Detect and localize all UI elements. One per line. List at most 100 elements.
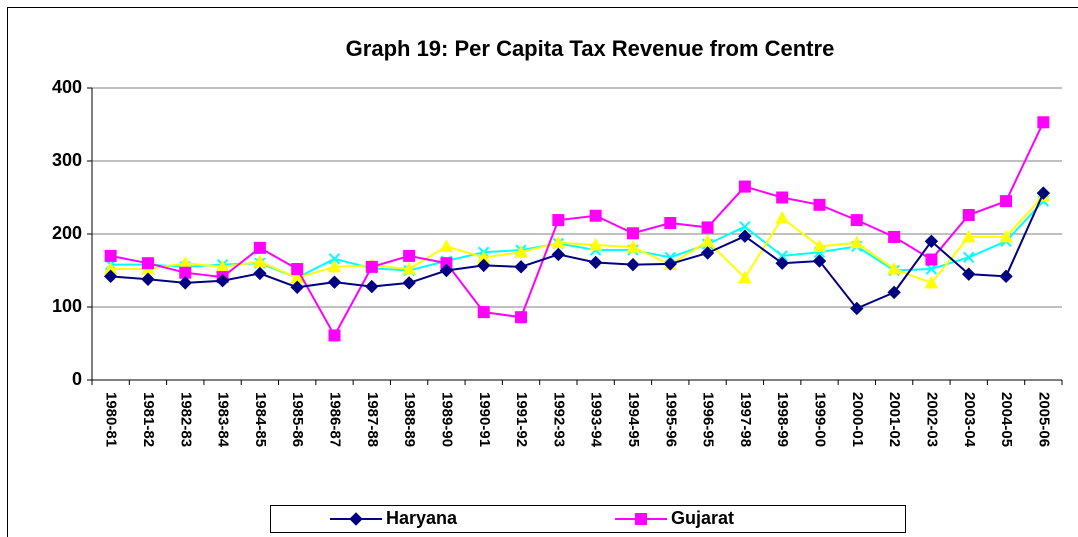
marker xyxy=(328,329,341,342)
y-tick-label: 100 xyxy=(52,296,82,316)
marker xyxy=(349,512,363,526)
marker xyxy=(961,229,976,243)
marker xyxy=(253,241,266,254)
marker xyxy=(738,180,751,193)
marker xyxy=(812,254,827,268)
marker xyxy=(924,234,939,249)
marker xyxy=(962,209,975,222)
marker xyxy=(664,217,677,230)
series-line xyxy=(110,195,1045,285)
marker xyxy=(588,237,603,251)
marker xyxy=(477,258,491,273)
marker xyxy=(813,198,826,211)
marker xyxy=(439,239,454,252)
marker xyxy=(215,274,230,288)
chart-frame xyxy=(7,7,1078,537)
marker xyxy=(738,229,752,243)
y-tick-label: 400 xyxy=(52,77,82,97)
x-tick-label: 1995-96 xyxy=(662,392,679,447)
marker xyxy=(515,311,528,324)
x-tick-label: 2005-06 xyxy=(1035,392,1052,447)
x-tick-label: 2003-04 xyxy=(961,392,978,448)
x-tick-label: 1998-99 xyxy=(774,392,791,447)
legend-label: Haryana xyxy=(386,508,458,528)
marker xyxy=(962,267,976,281)
x-tick-label: 1990-91 xyxy=(476,392,493,447)
marker xyxy=(328,253,341,265)
x-tick-label: 1980-81 xyxy=(103,392,120,447)
marker xyxy=(291,263,304,276)
x-tick-label: 2001-02 xyxy=(886,392,903,447)
marker xyxy=(104,249,117,262)
marker xyxy=(663,257,677,271)
marker xyxy=(402,276,416,290)
marker xyxy=(365,279,379,294)
marker xyxy=(403,249,416,262)
marker xyxy=(999,269,1013,284)
marker xyxy=(365,260,378,273)
x-tick-label: 1987-88 xyxy=(364,392,381,447)
y-tick-label: 0 xyxy=(72,369,82,389)
marker xyxy=(1036,186,1051,200)
marker xyxy=(776,250,788,262)
y-tick-label: 200 xyxy=(52,223,82,243)
x-tick-label: 1999-00 xyxy=(812,392,829,447)
marker xyxy=(888,230,901,243)
marker xyxy=(141,272,155,286)
marker xyxy=(738,270,752,284)
series-line xyxy=(110,192,1045,310)
marker xyxy=(589,209,602,222)
x-tick-label: 2000-01 xyxy=(849,392,866,447)
x-tick-label: 1988-89 xyxy=(401,392,418,447)
marker xyxy=(700,246,715,260)
marker xyxy=(551,247,566,262)
x-tick-label: 1981-82 xyxy=(140,392,157,447)
chart-title: Graph 19: Per Capita Tax Revenue from Ce… xyxy=(346,36,835,61)
x-tick-label: 1983-84 xyxy=(215,392,232,448)
marker xyxy=(887,285,901,300)
marker xyxy=(402,261,416,275)
marker xyxy=(588,255,603,270)
marker xyxy=(776,191,789,204)
marker xyxy=(775,256,789,270)
x-tick-label: 1989-90 xyxy=(438,392,455,447)
marker xyxy=(141,257,154,270)
marker xyxy=(849,235,864,249)
series-line xyxy=(110,200,1045,279)
marker xyxy=(775,210,790,224)
marker xyxy=(626,257,640,272)
marker xyxy=(999,229,1013,243)
marker xyxy=(850,214,863,227)
marker xyxy=(327,275,342,289)
legend-label: Gujarat xyxy=(671,508,734,528)
marker xyxy=(925,253,938,266)
x-tick-label: 1991-92 xyxy=(513,392,530,447)
x-tick-label: 2002-03 xyxy=(923,392,940,447)
x-tick-label: 1997-98 xyxy=(737,392,754,447)
marker xyxy=(963,251,975,264)
marker xyxy=(253,266,267,281)
marker xyxy=(178,276,192,290)
marker xyxy=(327,259,342,273)
marker xyxy=(626,227,639,240)
x-tick-label: 1996-95 xyxy=(700,392,717,447)
marker xyxy=(701,221,714,234)
marker xyxy=(439,263,454,278)
marker xyxy=(812,239,827,252)
marker xyxy=(514,245,528,258)
marker xyxy=(626,240,640,253)
x-tick-label: 1993-94 xyxy=(588,392,605,448)
marker xyxy=(887,261,901,275)
x-tick-label: 1984-85 xyxy=(252,392,269,447)
marker xyxy=(924,275,939,289)
marker xyxy=(514,260,528,274)
y-tick-label: 300 xyxy=(52,150,82,170)
series-line xyxy=(110,121,1045,338)
marker xyxy=(635,513,647,525)
marker xyxy=(1000,195,1013,208)
x-tick-label: 1986-87 xyxy=(327,392,344,447)
marker xyxy=(552,214,565,227)
marker xyxy=(925,263,938,275)
marker xyxy=(290,280,304,294)
